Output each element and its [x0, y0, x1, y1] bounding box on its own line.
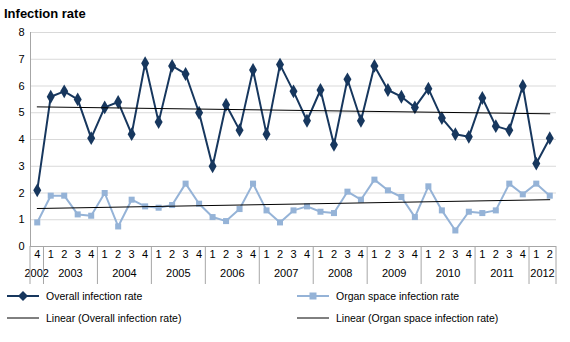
- svg-text:2: 2: [331, 248, 337, 260]
- svg-text:4: 4: [412, 248, 418, 260]
- svg-text:7: 7: [18, 53, 24, 65]
- svg-text:2: 2: [385, 248, 391, 260]
- svg-text:6: 6: [18, 80, 24, 92]
- svg-text:3: 3: [344, 248, 350, 260]
- svg-text:2: 2: [223, 248, 229, 260]
- svg-text:2: 2: [115, 248, 121, 260]
- svg-text:2: 2: [18, 187, 24, 199]
- svg-text:1: 1: [371, 248, 377, 260]
- html-text:Linear (Overall infection rate: Linear (Overall infection rate): [46, 312, 182, 324]
- html-text:Infection rate: Infection rate: [4, 6, 86, 21]
- svg-text:3: 3: [506, 248, 512, 260]
- svg-text:2: 2: [61, 248, 67, 260]
- svg-text:4: 4: [18, 133, 24, 145]
- svg-text:2: 2: [493, 248, 499, 260]
- svg-text:3: 3: [183, 248, 189, 260]
- svg-text:2008: 2008: [328, 267, 352, 279]
- svg-text:2009: 2009: [382, 267, 406, 279]
- svg-text:8: 8: [18, 26, 24, 38]
- svg-text:2005: 2005: [166, 267, 190, 279]
- svg-text:4: 4: [88, 248, 94, 260]
- svg-text:0: 0: [18, 240, 24, 252]
- svg-text:1: 1: [479, 248, 485, 260]
- svg-text:1: 1: [210, 248, 216, 260]
- svg-text:2: 2: [547, 248, 553, 260]
- html-text:Overall infection rate: Overall infection rate: [46, 290, 143, 302]
- svg-text:4: 4: [34, 248, 40, 260]
- html-text:Linear (Organ space infection: Linear (Organ space infection rate): [336, 312, 499, 324]
- svg-text:1: 1: [102, 248, 108, 260]
- svg-text:3: 3: [129, 248, 135, 260]
- svg-text:3: 3: [398, 248, 404, 260]
- svg-text:1: 1: [533, 248, 539, 260]
- svg-text:4: 4: [196, 248, 202, 260]
- svg-text:4: 4: [250, 248, 256, 260]
- svg-text:4: 4: [304, 248, 310, 260]
- svg-text:2006: 2006: [220, 267, 244, 279]
- svg-text:1: 1: [317, 248, 323, 260]
- svg-text:2004: 2004: [112, 267, 136, 279]
- svg-text:5: 5: [18, 106, 24, 118]
- svg-text:2010: 2010: [436, 267, 460, 279]
- svg-text:4: 4: [520, 248, 526, 260]
- svg-text:4: 4: [358, 248, 364, 260]
- svg-text:3: 3: [18, 160, 24, 172]
- svg-text:3: 3: [75, 248, 81, 260]
- svg-text:2: 2: [439, 248, 445, 260]
- svg-text:3: 3: [236, 248, 242, 260]
- html-text:Organ space infection rate: Organ space infection rate: [336, 290, 460, 302]
- svg-text:3: 3: [452, 248, 458, 260]
- svg-text:2007: 2007: [274, 267, 298, 279]
- svg-text:1: 1: [156, 248, 162, 260]
- svg-text:2: 2: [277, 248, 283, 260]
- svg-text:2011: 2011: [490, 267, 514, 279]
- svg-text:4: 4: [142, 248, 148, 260]
- svg-text:1: 1: [48, 248, 54, 260]
- svg-text:1: 1: [18, 213, 24, 225]
- svg-text:2002: 2002: [25, 267, 49, 279]
- svg-text:1: 1: [425, 248, 431, 260]
- svg-text:3: 3: [290, 248, 296, 260]
- svg-text:2: 2: [169, 248, 175, 260]
- svg-text:4: 4: [466, 248, 472, 260]
- svg-text:1: 1: [263, 248, 269, 260]
- svg-text:2012: 2012: [530, 267, 554, 279]
- svg-text:2003: 2003: [58, 267, 82, 279]
